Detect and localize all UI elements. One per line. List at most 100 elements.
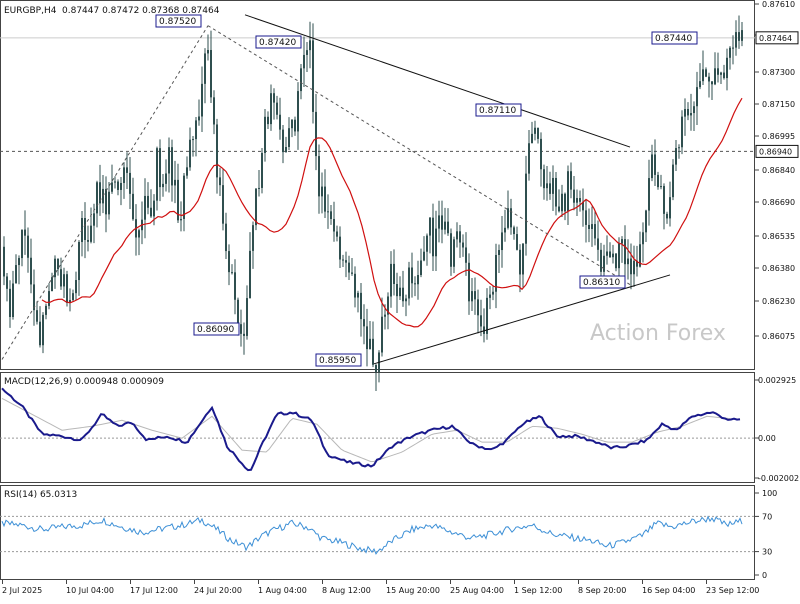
candle-body [645,210,647,233]
candle-body [630,258,632,275]
candle-body [450,233,452,267]
candle-body [405,298,407,302]
candle-body [402,287,404,302]
candle-body [15,265,17,284]
candle-body [504,227,506,233]
swing-label-text: 0.86310 [583,278,620,288]
candle-body [375,364,377,372]
swing-label: 0.87440 [651,31,698,45]
current-price-box [755,31,799,45]
macd-signal-line [1,397,741,463]
candle-body [651,154,653,179]
watermark: Action Forex [590,321,726,346]
candle-body [282,129,284,153]
candle-body [468,262,470,302]
candle-body [54,258,56,278]
candle-body [297,91,299,132]
candle-body [720,72,722,75]
candle-body [663,186,665,214]
candle-body [105,188,107,215]
candle-body [204,53,206,84]
candle-body [582,201,584,211]
candle-body [303,54,305,69]
candle-body [390,263,392,297]
candle-body [360,292,362,320]
price-tick-label: 0.86690 [762,198,795,207]
candle-body [201,83,203,117]
candle-body [690,113,692,116]
candle-body [171,147,173,186]
candle-body [198,116,200,121]
swing-label-box [579,275,626,289]
candle-body [90,225,92,242]
x-tick-label: 8 Aug 12:00 [322,586,371,595]
candle-body [681,116,683,148]
candle-body [423,251,425,261]
candle-body [168,147,170,174]
swing-label-box [475,103,522,117]
macd-line [1,387,741,472]
candle-body [588,224,590,229]
candle-body [417,275,419,285]
x-tick-label: 8 Sep 20:00 [578,586,626,595]
candle-body [465,247,467,263]
candle-body [657,174,659,188]
candle-body [336,231,338,237]
candle-body [363,319,365,327]
candle-body [543,169,545,189]
candle-body [96,182,98,214]
candle-body [39,321,41,346]
x-tick-label: 2 Jul 2025 [2,586,42,595]
candle-body [609,251,611,258]
candle-body [579,198,581,202]
candle-body [435,228,437,257]
candle-body [366,326,368,350]
candle-body [672,164,674,198]
swing-label-box [255,35,302,49]
rsi-tick-label: 100 [762,489,777,498]
candle-body [48,291,50,306]
candle-body [120,182,122,190]
candle-body [159,148,161,188]
level-price-box [755,144,799,158]
candle-body [456,231,458,240]
candle-body [567,171,569,212]
candle-body [699,81,701,88]
candle-body [9,288,11,317]
candle-body [384,314,386,317]
candle-body [576,198,578,203]
candle-body [18,258,20,266]
candle-body [273,93,275,103]
price-tick-label: 0.87150 [762,100,795,109]
candle-body [333,219,335,232]
swing-label: 0.85950 [315,353,362,367]
candle-body [486,297,488,334]
candle-body [696,87,698,107]
candle-body [228,251,230,273]
x-tick-label: 16 Sep 04:00 [642,586,695,595]
candle-body [531,133,533,144]
price-tick-label: 0.87300 [762,68,795,77]
candle-body [243,333,245,336]
candle-body [12,283,14,317]
candle-body [597,238,599,250]
candle-body [480,315,482,327]
candle-body [570,171,572,190]
macd-title: MACD(12,26,9) 0.000948 0.000909 [4,377,164,387]
candle-body [186,167,188,176]
macd-tick-label: 0.002925 [758,376,796,385]
candle-body [45,305,47,315]
candle-body [189,139,191,168]
candle-body [21,229,23,259]
candle-body [561,193,563,212]
candle-body [51,277,53,292]
candle-body [552,177,554,194]
candle-body [147,195,149,208]
rsi-panel-frame [0,485,755,580]
rsi-line [1,515,743,555]
candle-body [93,213,95,226]
candle-body [357,292,359,298]
candle-body [84,218,86,240]
level-price-marker: 0.86940 [755,144,799,158]
